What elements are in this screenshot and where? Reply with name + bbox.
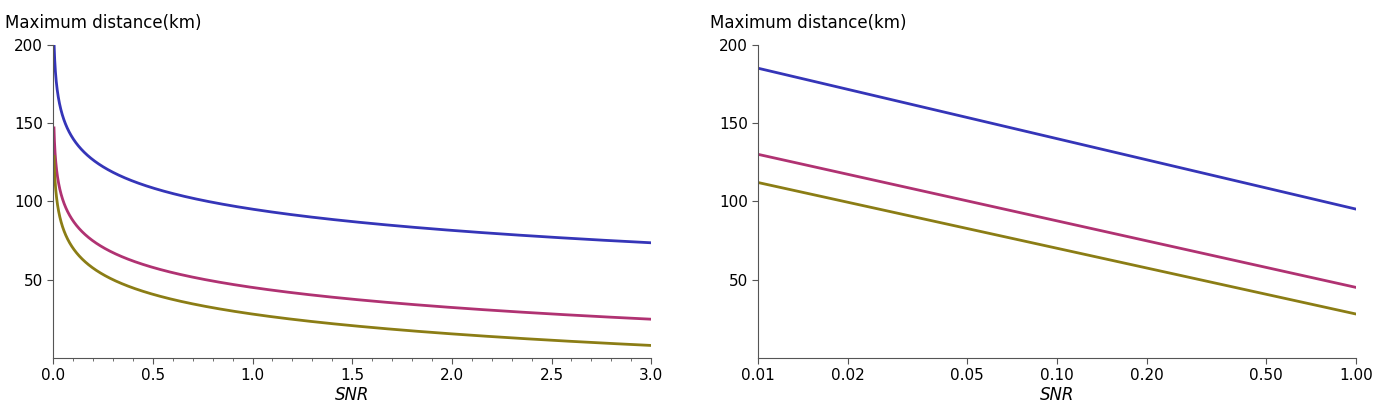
X-axis label: SNR: SNR <box>336 386 369 404</box>
Text: Maximum distance(km): Maximum distance(km) <box>710 14 907 32</box>
Text: Maximum distance(km): Maximum distance(km) <box>6 14 203 32</box>
X-axis label: SNR: SNR <box>1040 386 1075 404</box>
